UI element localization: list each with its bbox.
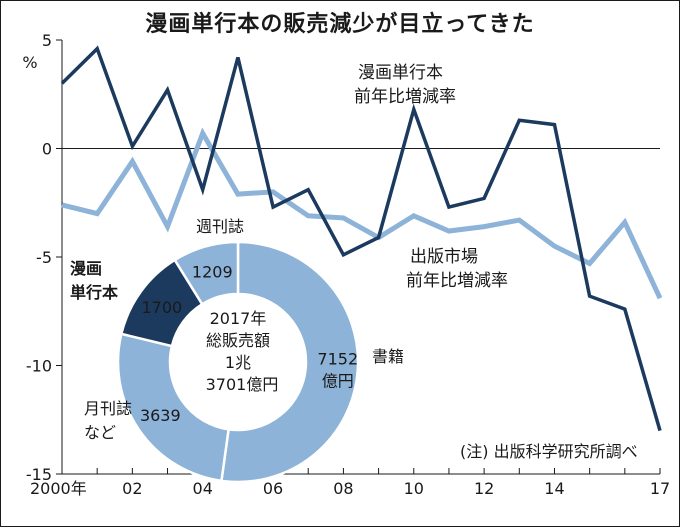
- series-lines-group: [60, 45, 663, 432]
- x-tick-label: 14: [544, 479, 564, 498]
- x-tick-label: 12: [474, 479, 494, 498]
- donut-center-text: 総販売額: [206, 331, 270, 350]
- y-unit-label: %: [22, 53, 37, 72]
- y-tick-label: -5: [36, 248, 52, 267]
- donut-value-label: 1700: [141, 298, 182, 317]
- x-tick-label: 17: [650, 479, 670, 498]
- y-tick-label: 0: [42, 140, 52, 159]
- market-series-label: 前年比増減率: [406, 271, 508, 291]
- donut-category-label: 書籍: [372, 347, 404, 366]
- x-tick-label: 06: [263, 479, 283, 498]
- donut-category-label: 月刊誌: [84, 399, 132, 418]
- donut-slice: [220, 240, 360, 484]
- donut-category-label: など: [84, 423, 116, 442]
- donut-value-label: 3639: [140, 406, 181, 425]
- donut-center-text: 2017年: [210, 309, 267, 328]
- market-series-line: [61, 127, 663, 300]
- manga-series-line: [60, 45, 662, 432]
- donut-chart: [116, 240, 360, 484]
- donut-category-label: 漫画: [70, 259, 102, 278]
- x-tick-label: 02: [122, 479, 142, 498]
- market-series-label: 出版市場: [410, 247, 478, 267]
- y-tick-label: 5: [42, 31, 52, 50]
- donut-value-label: 億円: [322, 372, 354, 391]
- x-tick-label: 2000年: [30, 479, 87, 498]
- source-note: (注) 出版科学研究所調べ: [460, 442, 638, 461]
- donut-value-label: 7152: [317, 350, 358, 369]
- chart-title: 漫画単行本の販売減少が目立ってきた: [145, 12, 535, 37]
- donut-category-label: 週刊誌: [196, 217, 244, 236]
- donut-slice: [173, 240, 240, 306]
- manga-series-label: 前年比増減率: [354, 87, 456, 107]
- donut-center-text: 3701億円: [206, 375, 279, 394]
- x-tick-label: 10: [404, 479, 424, 498]
- donut-slice: [116, 332, 231, 483]
- x-tick-label: 04: [193, 479, 213, 498]
- axes-group: 5 0 -5 -10 -15% 2000年 02 04 06 08 10 12 14 17: [22, 31, 670, 498]
- donut-value-label: 1209: [192, 263, 233, 282]
- manga-series-label: 漫画単行本: [358, 63, 443, 83]
- x-tick-label: 08: [333, 479, 353, 498]
- donut-category-label: 単行本: [70, 283, 118, 302]
- donut-center-text: 1兆: [225, 353, 251, 372]
- y-tick-label: -10: [26, 357, 52, 376]
- y-tick-label: -15: [26, 465, 52, 484]
